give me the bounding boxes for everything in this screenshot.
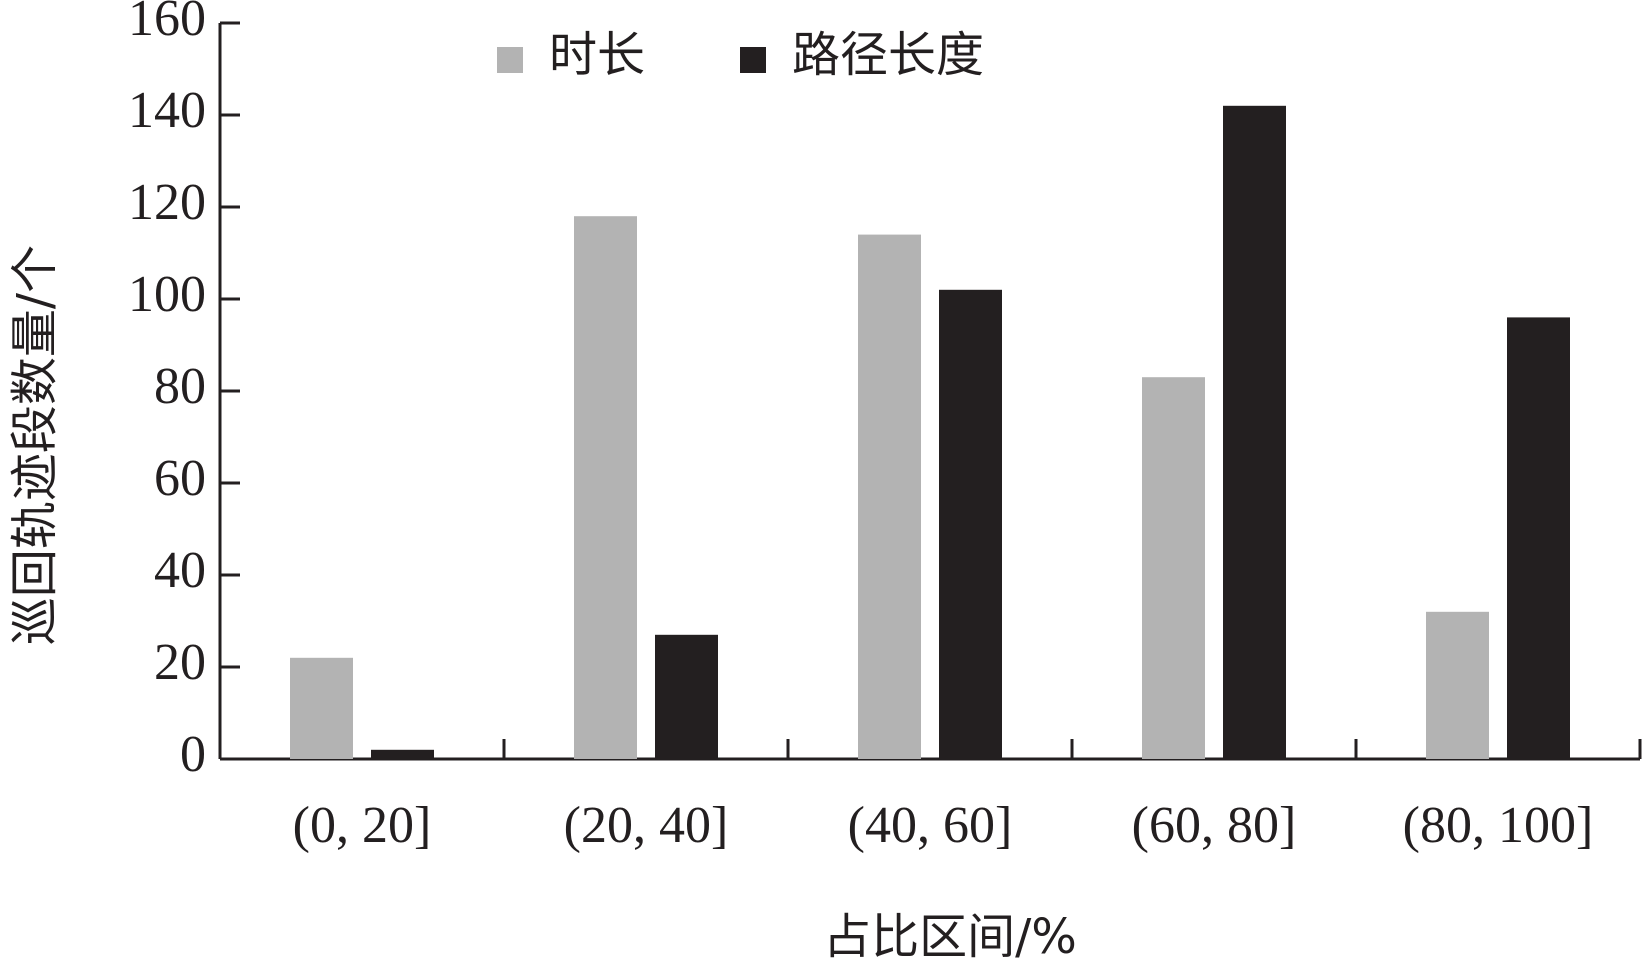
bar: [1142, 377, 1205, 759]
legend-label: 路径长度: [792, 27, 984, 83]
x-tick-label: (40, 60]: [848, 797, 1013, 854]
y-tick-label: 40: [154, 542, 206, 599]
y-tick-label: 160: [128, 0, 206, 47]
y-tick-label: 100: [128, 266, 206, 323]
y-tick-label: 80: [154, 358, 206, 415]
x-tick-label: (80, 100]: [1403, 797, 1594, 854]
x-axis-label: 占比区间/%: [823, 909, 1077, 965]
legend-label: 时长: [549, 27, 645, 83]
bar: [939, 289, 1002, 759]
bar: [858, 234, 921, 760]
x-tick-label: (60, 80]: [1132, 797, 1297, 854]
bar: [1507, 317, 1570, 759]
y-axis-label: 巡回轨迹段数量/个: [7, 245, 63, 645]
y-tick-label: 60: [154, 450, 206, 507]
y-tick-label: 20: [154, 634, 206, 691]
legend-swatch: [497, 47, 523, 73]
bar: [655, 634, 718, 759]
bar: [290, 657, 353, 759]
y-tick-label: 120: [128, 174, 206, 231]
bar: [574, 216, 637, 759]
x-tick-label: (20, 40]: [564, 797, 729, 854]
x-tick-label: (0, 20]: [293, 797, 432, 854]
y-tick-label: 140: [128, 82, 206, 139]
bar: [371, 749, 434, 759]
bar: [1223, 105, 1286, 760]
y-tick-label: 0: [180, 726, 206, 783]
legend-swatch: [740, 47, 766, 73]
bar: [1426, 611, 1489, 759]
